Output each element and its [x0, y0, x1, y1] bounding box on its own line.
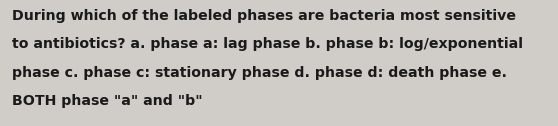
Text: During which of the labeled phases are bacteria most sensitive: During which of the labeled phases are b… [12, 9, 516, 23]
Text: BOTH phase "a" and "b": BOTH phase "a" and "b" [12, 94, 203, 108]
Text: to antibiotics? a. phase a: lag phase b. phase b: log/exponential: to antibiotics? a. phase a: lag phase b.… [12, 37, 523, 51]
Text: phase c. phase c: stationary phase d. phase d: death phase e.: phase c. phase c: stationary phase d. ph… [12, 66, 507, 80]
